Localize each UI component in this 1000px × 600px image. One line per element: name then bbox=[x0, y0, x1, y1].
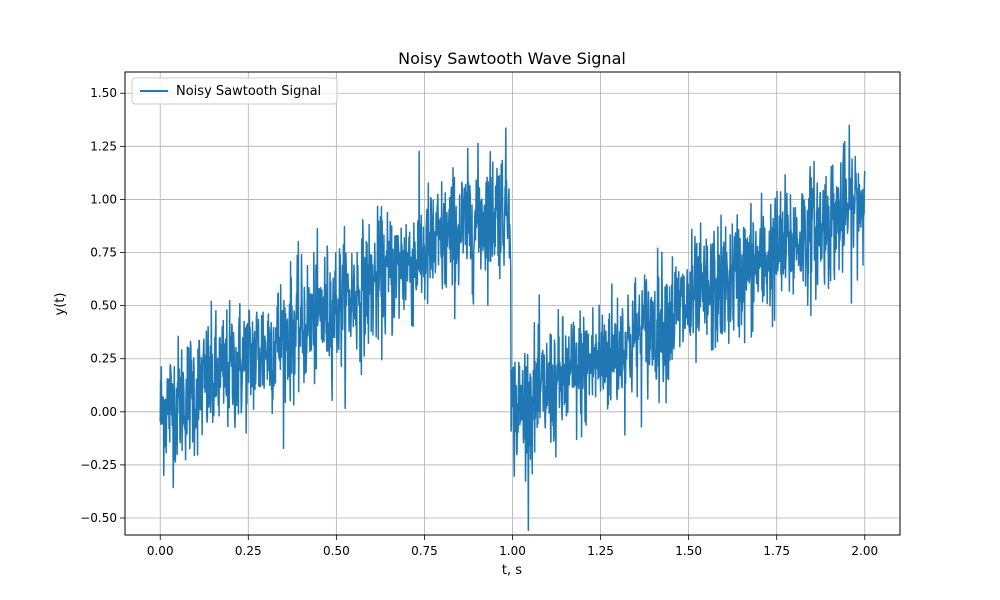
y-tick-label: 0.00 bbox=[90, 405, 117, 419]
y-tick-label: 1.25 bbox=[90, 139, 117, 153]
x-tick-label: 0.25 bbox=[235, 544, 262, 558]
x-tick-label: 0.75 bbox=[411, 544, 438, 558]
y-axis-label: y(t) bbox=[53, 293, 68, 316]
legend-label: Noisy Sawtooth Signal bbox=[176, 84, 321, 99]
y-tick-label: −0.50 bbox=[80, 511, 117, 525]
x-tick-label: 1.25 bbox=[587, 544, 614, 558]
plot-area bbox=[159, 124, 866, 532]
x-axis-label: t, s bbox=[502, 563, 522, 578]
legend-box bbox=[131, 77, 338, 105]
x-tick-label: 0.00 bbox=[147, 544, 174, 558]
x-tick-label: 2.00 bbox=[851, 544, 878, 558]
y-tick-label: 0.75 bbox=[90, 246, 117, 260]
y-tick-label: 1.00 bbox=[90, 192, 117, 206]
x-axis-ticks: 0.00 0.25 0.50 0.75 1.00 1.25 1.50 1.75 2.00 bbox=[147, 535, 878, 558]
series-line-noisy-sawtooth bbox=[159, 124, 866, 532]
y-tick-label: 1.50 bbox=[90, 86, 117, 100]
x-tick-label: 1.00 bbox=[499, 544, 526, 558]
legend: Noisy Sawtooth Signal bbox=[131, 77, 338, 105]
y-tick-label: 0.25 bbox=[90, 352, 117, 366]
chart-title: Noisy Sawtooth Wave Signal bbox=[398, 49, 626, 68]
x-tick-label: 0.50 bbox=[323, 544, 350, 558]
grid bbox=[125, 72, 900, 535]
y-axis-ticks: −0.50 −0.25 0.00 0.25 0.50 0.75 1.00 1.25 1.50 bbox=[80, 86, 125, 525]
x-tick-label: 1.75 bbox=[763, 544, 790, 558]
y-tick-label: −0.25 bbox=[80, 458, 117, 472]
x-tick-label: 1.50 bbox=[675, 544, 702, 558]
y-tick-label: 0.50 bbox=[90, 299, 117, 313]
